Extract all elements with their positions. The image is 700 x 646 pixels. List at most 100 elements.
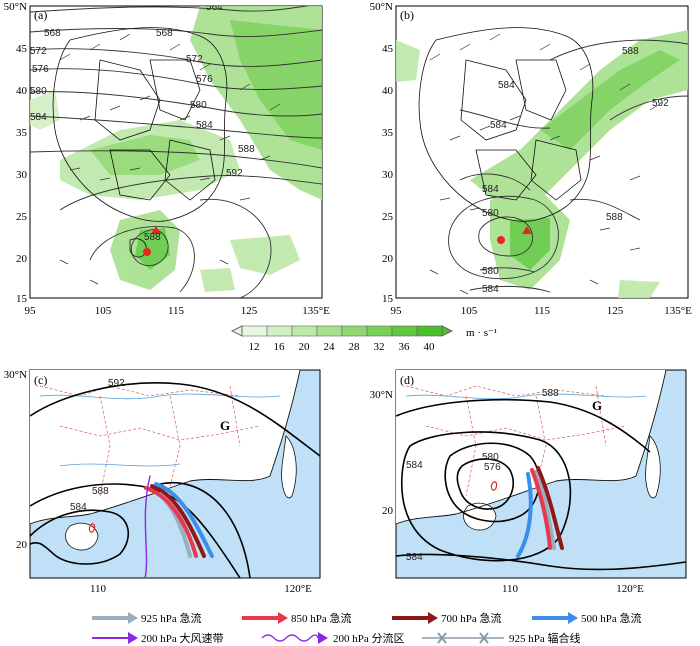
wind-barbs-b (429, 33, 661, 295)
legend-item-200-wind-belt: 200 hPa 大风速带 (90, 630, 224, 646)
svg-text:584: 584 (482, 284, 499, 295)
svg-text:40: 40 (424, 341, 436, 353)
panel-label-a: (a) (34, 8, 47, 22)
legend-arrow-icon (242, 612, 288, 624)
panel-c: 592 588 584 G (c) 30°N 20 110 120°E (4, 369, 321, 595)
svg-text:110: 110 (502, 583, 519, 595)
svg-text:115: 115 (534, 305, 551, 317)
lat-ticks-a: 50°N 45 40 35 30 25 20 15 (4, 1, 28, 305)
svg-text:28: 28 (349, 341, 361, 353)
panel-label-c: (c) (34, 373, 47, 387)
lon-ticks-a: 95 105 115 125 135°E (25, 305, 331, 317)
svg-text:572: 572 (30, 46, 47, 57)
svg-text:588: 588 (606, 212, 623, 223)
contour-labels-c: 592 588 584 (70, 378, 125, 513)
colorbar-cell (291, 325, 318, 337)
svg-text:588: 588 (144, 232, 161, 243)
svg-text:584: 584 (196, 120, 213, 131)
circle-marker-a (143, 248, 151, 256)
svg-text:588: 588 (92, 486, 109, 497)
svg-text:592: 592 (226, 168, 243, 179)
legend-label: 700 hPa 急流 (441, 613, 502, 625)
svg-text:120°E: 120°E (616, 583, 644, 595)
svg-text:12: 12 (249, 341, 260, 353)
contours-c (30, 382, 320, 578)
svg-text:592: 592 (652, 98, 669, 109)
svg-text:45: 45 (16, 43, 28, 55)
hainan-c (65, 522, 99, 551)
svg-text:564: 564 (206, 2, 223, 13)
colorbar-ticks: 12 16 20 24 28 32 36 40 (249, 341, 436, 353)
jet-streams-c (144, 475, 214, 578)
jet-streams-d (516, 466, 564, 558)
boundaries-a (52, 27, 228, 258)
svg-text:15: 15 (382, 293, 394, 305)
svg-text:105: 105 (95, 305, 112, 317)
svg-text:32: 32 (374, 341, 385, 353)
legend-item-850-jet: 850 hPa 急流 (240, 610, 352, 626)
colorbar-cell (366, 325, 393, 337)
svg-text:580: 580 (190, 100, 207, 111)
panel-d: 588 580 576 584 584 G (d) 30°N 20 110 12… (370, 369, 687, 595)
svg-text:36: 36 (399, 341, 411, 353)
svg-text:16: 16 (274, 341, 286, 353)
lon-ticks-b: 95 105 115 125 135°E (391, 305, 693, 317)
svg-text:580: 580 (30, 86, 47, 97)
lat-ticks-b: 50°N 45 40 35 30 25 20 15 (370, 1, 394, 305)
svg-text:30°N: 30°N (4, 369, 27, 381)
high-label-c: G (220, 418, 230, 433)
colorbar-cell (241, 325, 268, 337)
colorbar-start-arrow (230, 325, 243, 337)
taiwan-c (281, 435, 297, 499)
colorbar-cell (416, 325, 443, 337)
svg-text:592: 592 (108, 378, 125, 389)
hainan-d (463, 502, 497, 531)
legend-label: 200 hPa 分流区 (333, 633, 405, 645)
lat-ticks-d: 30°N 20 (370, 389, 394, 517)
svg-text:30: 30 (382, 169, 394, 181)
typhoon-symbol-d (490, 481, 498, 491)
contours-b (448, 39, 688, 293)
svg-text:576: 576 (196, 74, 213, 85)
legend-item-200-diffluence: 200 hPa 分流区 (260, 630, 405, 646)
panel-a: 564 568 568 572 572 576 576 580 580 584 … (4, 1, 331, 317)
svg-text:50°N: 50°N (370, 1, 393, 13)
svg-text:584: 584 (406, 460, 423, 471)
svg-text:576: 576 (32, 64, 49, 75)
svg-text:120°E: 120°E (284, 583, 312, 595)
svg-text:20: 20 (382, 253, 394, 265)
lon-ticks-c: 110 120°E (90, 583, 312, 595)
colorbar-unit: m · s⁻¹ (466, 327, 497, 339)
colorbar-cell (316, 325, 343, 337)
svg-text:580: 580 (482, 452, 499, 463)
triangle-marker-a (151, 226, 161, 234)
legend-arrow-icon (532, 612, 578, 624)
svg-text:125: 125 (607, 305, 624, 317)
svg-text:568: 568 (156, 28, 173, 39)
legend-item-500-jet: 500 hPa 急流 (530, 610, 642, 626)
svg-text:588: 588 (542, 388, 559, 399)
lon-ticks-d: 110 120°E (502, 583, 644, 595)
colorbar-end-arrow (441, 325, 454, 337)
svg-text:95: 95 (25, 305, 37, 317)
svg-text:588: 588 (622, 46, 639, 57)
legend-label: 200 hPa 大风速带 (141, 633, 224, 645)
svg-text:584: 584 (490, 120, 507, 131)
svg-text:20: 20 (16, 539, 28, 551)
legend-item-925-convergence: 925 hPa 辐合线 (420, 630, 581, 646)
legend-label: 925 hPa 急流 (141, 613, 202, 625)
lat-ticks-c: 30°N 20 (4, 369, 28, 551)
legend-wavy-arrow-icon (261, 632, 328, 644)
svg-text:95: 95 (391, 305, 403, 317)
rivers-c (39, 393, 281, 467)
svg-text:588: 588 (238, 144, 255, 155)
svg-text:568: 568 (44, 28, 61, 39)
wind-barbs-a (59, 33, 281, 285)
circle-marker-b (497, 236, 505, 244)
legend-arrow-icon (92, 612, 138, 624)
panel-label-b: (b) (400, 8, 414, 22)
boundaries-b (418, 27, 594, 222)
svg-text:24: 24 (324, 341, 336, 353)
contours-a (30, 6, 322, 298)
legend-item-925-jet: 925 hPa 急流 (90, 610, 202, 626)
